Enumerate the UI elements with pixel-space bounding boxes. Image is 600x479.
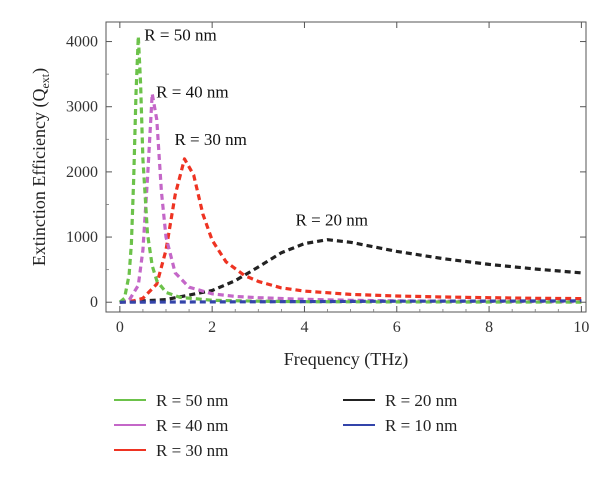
x-tick-label: 0 [116,319,124,336]
series-annotation-r-20-nm: R = 20 nm [296,211,368,230]
series-line-r-10-nm [119,299,582,304]
y-axis-label-subscript: ext [38,73,52,88]
y-tick-label: 1000 [66,229,98,246]
y-axis-label: Extinction Efficiency (Qext) [29,68,52,266]
legend-label-r-30-nm: R = 30 nm [156,441,228,460]
plot-frame [105,21,587,313]
legend-label-r-50-nm: R = 50 nm [156,391,228,410]
x-tick-label: 6 [393,319,401,336]
x-tick-label: 4 [300,319,308,336]
x-ticks: 0 2 4 6 8 10 [116,22,589,336]
y-tick-label: 3000 [66,99,98,116]
y-tick-label: 4000 [66,34,98,51]
series-line-r-20-nm [119,238,582,304]
series-annotation-r-50-nm: R = 50 nm [144,25,216,44]
legend-label-r-40-nm: R = 40 nm [156,416,228,435]
x-tick-label: 2 [208,319,216,336]
legend-label-r-10-nm: R = 10 nm [385,416,457,435]
y-ticks: 0 1000 2000 3000 4000 [66,34,586,311]
y-tick-label: 0 [90,294,98,311]
series-line-r-30-nm [119,157,582,304]
series-annotations: R = 50 nm R = 40 nm R = 30 nm R = 20 nm [144,25,368,229]
series-layer [118,34,582,304]
series-annotation-r-30-nm: R = 30 nm [174,130,246,149]
legend-label-r-20-nm: R = 20 nm [385,391,457,410]
series-line-r-40-nm [119,92,582,304]
legend: R = 50 nm R = 40 nm R = 30 nm R = 20 nm R = … [114,391,457,460]
x-tick-label: 10 [573,319,589,336]
series-annotation-r-40-nm: R = 40 nm [156,83,228,102]
x-axis-label: Frequency (THz) [284,349,408,370]
y-axis-label-suffix: ) [29,68,50,74]
series-line-r-50-nm [118,34,582,304]
y-tick-label: 2000 [66,164,98,181]
x-tick-label: 8 [485,319,493,336]
y-axis-label-main: Extinction Efficiency (Q [29,89,50,267]
